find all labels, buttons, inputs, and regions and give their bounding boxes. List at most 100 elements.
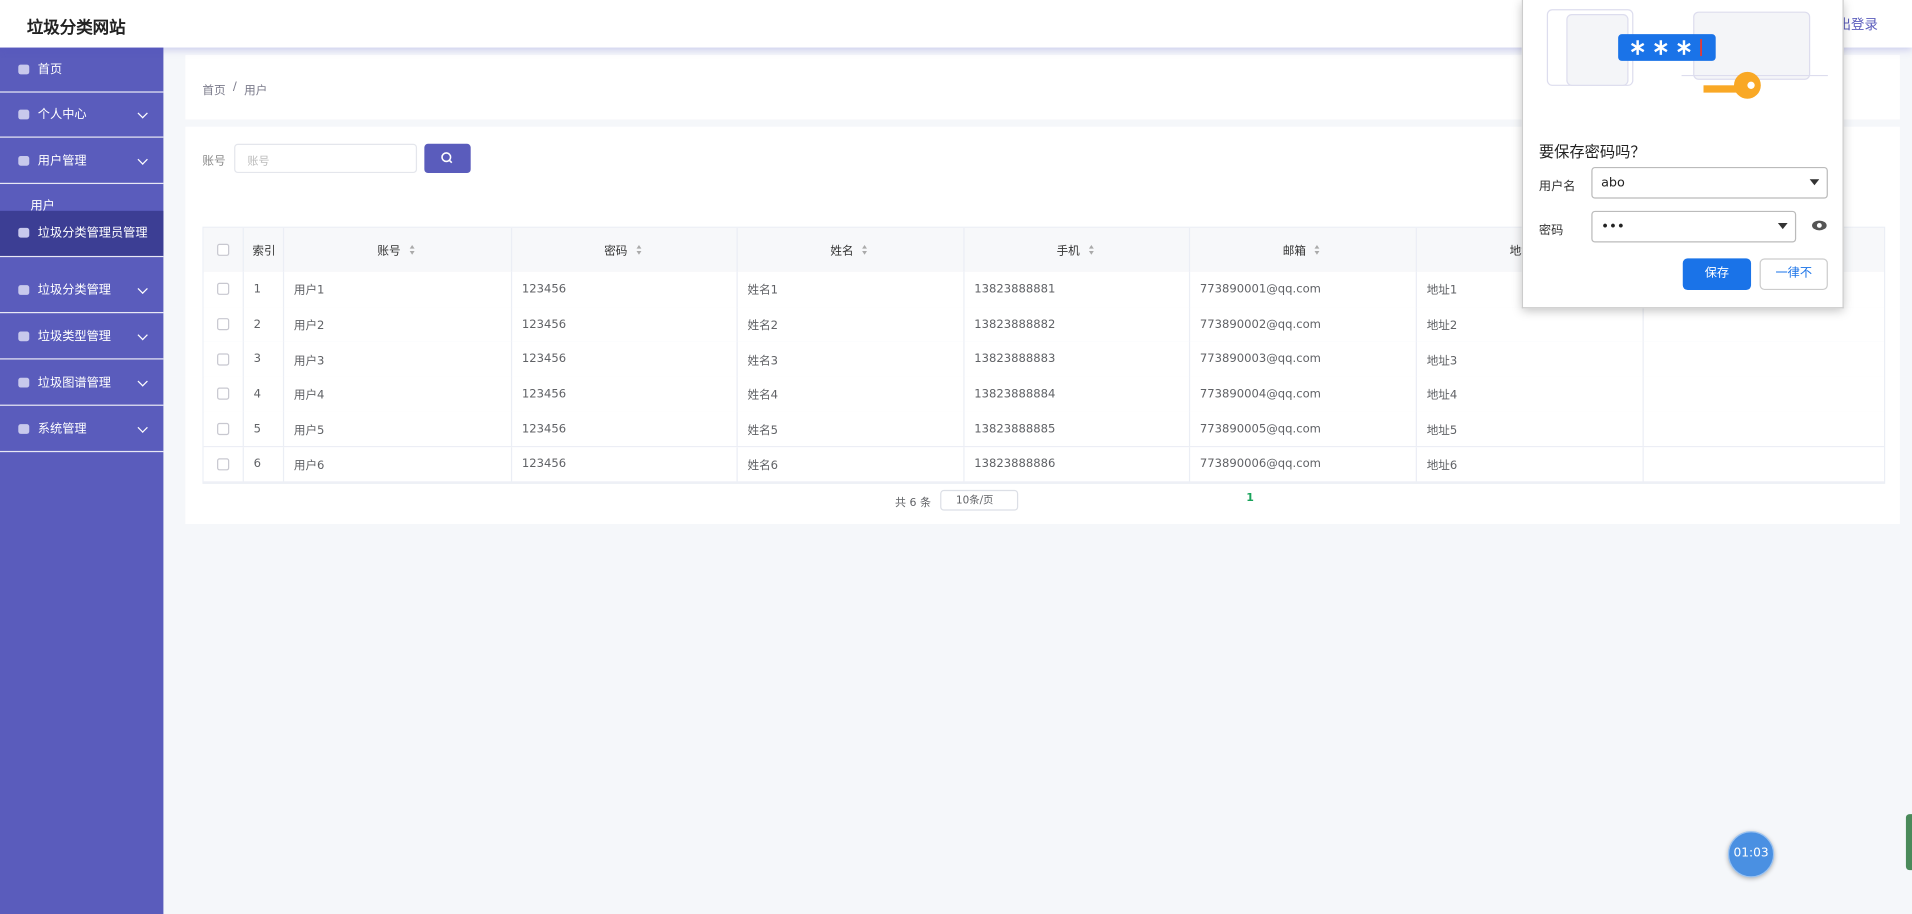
sort-icon[interactable]: [405, 244, 417, 256]
password-field[interactable]: •••: [1591, 210, 1797, 243]
column-header[interactable]: 姓名: [738, 227, 965, 272]
page-size-select[interactable]: 10条/页: [940, 489, 1019, 511]
column-header: 索引: [244, 227, 285, 272]
search-input[interactable]: 账号: [234, 143, 418, 174]
dialog-illustration: [1546, 9, 1828, 99]
table-cell: 123456: [512, 411, 738, 447]
table-cell: 13823888882: [965, 306, 1191, 342]
menu-item[interactable]: 垃圾图谱管理: [0, 361, 164, 406]
save-button[interactable]: 保存: [1682, 258, 1752, 291]
table-cell: 姓名6: [738, 446, 965, 482]
checkbox[interactable]: [217, 458, 230, 471]
menu-label: 垃圾分类管理员管理: [37, 226, 148, 241]
pagination: 共 6 条 10条/页 1: [895, 489, 1261, 514]
menu-label: 垃圾图谱管理: [37, 376, 111, 390]
table-cell: [1644, 342, 1884, 377]
table-cell: 用户6: [284, 446, 513, 482]
row-checkbox-cell: [204, 271, 244, 307]
column-header[interactable]: 密码: [512, 227, 738, 272]
menu-label: 系统管理: [37, 422, 87, 437]
current-page[interactable]: 1: [1246, 492, 1254, 505]
sort-icon[interactable]: [858, 244, 870, 256]
table-cell: [1644, 307, 1884, 342]
menu-item[interactable]: 用户管理: [0, 139, 164, 185]
table-cell: 地址4: [1417, 376, 1644, 412]
table-cell: 6: [244, 446, 285, 482]
search-button[interactable]: [424, 143, 471, 174]
checkbox[interactable]: [217, 388, 230, 401]
menu-arrow: [137, 422, 148, 433]
table-cell: 用户5: [284, 411, 513, 447]
menu-label: 用户管理: [37, 154, 87, 169]
table-cell: 773890001@qq.com: [1190, 271, 1417, 307]
show-password[interactable]: [1811, 219, 1828, 231]
table-row: 5 用户5 123456 姓名5 13823888885 773890005@qq.com…: [203, 411, 1884, 448]
dropdown-arrow: [1777, 223, 1788, 230]
table-cell: 13823888886: [965, 446, 1191, 482]
table-cell: 姓名5: [738, 411, 965, 447]
table-cell: 姓名3: [738, 341, 965, 377]
table-cell: 地址5: [1417, 411, 1644, 447]
checkbox[interactable]: [217, 423, 230, 436]
table-cell: 用户1: [284, 271, 513, 307]
row-checkbox-cell: [204, 376, 244, 412]
table-cell: 地址2: [1417, 306, 1644, 342]
table-row: 6 用户6 123456 姓名6 13823888886 773890006@qq.com…: [203, 446, 1884, 483]
menu-item[interactable]: 垃圾分类管理: [0, 268, 164, 314]
checkbox[interactable]: [217, 283, 230, 296]
row-checkbox-cell: [204, 411, 244, 447]
sort-icon[interactable]: [632, 244, 644, 256]
checkbox[interactable]: [217, 353, 230, 366]
table-cell: 13823888881: [965, 271, 1191, 307]
row-checkbox-cell: [204, 306, 244, 342]
header-checkbox-cell: [204, 227, 244, 272]
menu-item[interactable]: 个人中心: [0, 93, 164, 138]
table-cell: 姓名4: [738, 376, 965, 412]
table-cell: 3: [244, 341, 285, 377]
table-cell: 姓名2: [738, 306, 965, 342]
never-button[interactable]: 一律不: [1759, 258, 1828, 291]
menu-arrow: [137, 329, 148, 341]
column-header[interactable]: 手机: [965, 227, 1191, 272]
menu-arrow: [137, 154, 148, 165]
search-icon: [441, 152, 453, 164]
menu-item[interactable]: 首页: [0, 48, 164, 93]
table-cell: 1: [244, 271, 285, 307]
sort-icon[interactable]: [1311, 244, 1323, 256]
menu-icon: [18, 109, 30, 120]
checkbox[interactable]: [217, 243, 230, 256]
breadcrumb: 首页 / 用户: [202, 80, 267, 97]
placeholder: 账号: [247, 155, 270, 169]
column-header[interactable]: 账号: [284, 227, 513, 272]
breadcrumb-item[interactable]: 用户: [244, 84, 268, 98]
checkbox[interactable]: [217, 318, 230, 331]
username-field[interactable]: abo: [1591, 166, 1828, 199]
sort-icon[interactable]: [1085, 244, 1097, 256]
password-value: •••: [1601, 218, 1625, 234]
table-cell: 123456: [512, 446, 738, 482]
breadcrumb-item[interactable]: 首页: [202, 84, 226, 98]
table-cell: 773890003@qq.com: [1190, 341, 1417, 377]
menu-icon: [18, 155, 30, 166]
table-cell: 123456: [512, 306, 738, 342]
total-count: 共 6 条: [895, 497, 931, 510]
menu-item[interactable]: 垃圾分类管理员管理: [0, 210, 164, 258]
site-title: 垃圾分类网站: [26, 18, 126, 38]
menu-subitem[interactable]: 用户: [30, 199, 55, 214]
dialog-title: 要保存密码吗？: [1538, 142, 1646, 161]
menu-icon: [18, 331, 30, 342]
table-cell: 2: [244, 306, 285, 342]
menu-item[interactable]: 垃圾类型管理: [0, 314, 164, 360]
sidebar: 首页个人中心用户管理用户垃圾分类管理员管理垃圾分类管理 垃圾类型管理垃圾图谱管理系…: [0, 47, 164, 914]
menu-icon: [18, 64, 30, 75]
column-header[interactable]: 邮箱: [1190, 227, 1417, 272]
search-label: 账号: [202, 154, 226, 169]
menu-label: 个人中心: [37, 108, 87, 122]
menu-item[interactable]: 系统管理: [0, 407, 164, 453]
table-cell: 123456: [512, 376, 738, 412]
timer[interactable]: 01:03: [1727, 831, 1775, 878]
menu-icon: [18, 285, 30, 295]
table-cell: 地址3: [1417, 341, 1644, 377]
table-row: 4 用户4 123456 姓名4 13823888884 773890004@qq.com…: [203, 376, 1884, 413]
